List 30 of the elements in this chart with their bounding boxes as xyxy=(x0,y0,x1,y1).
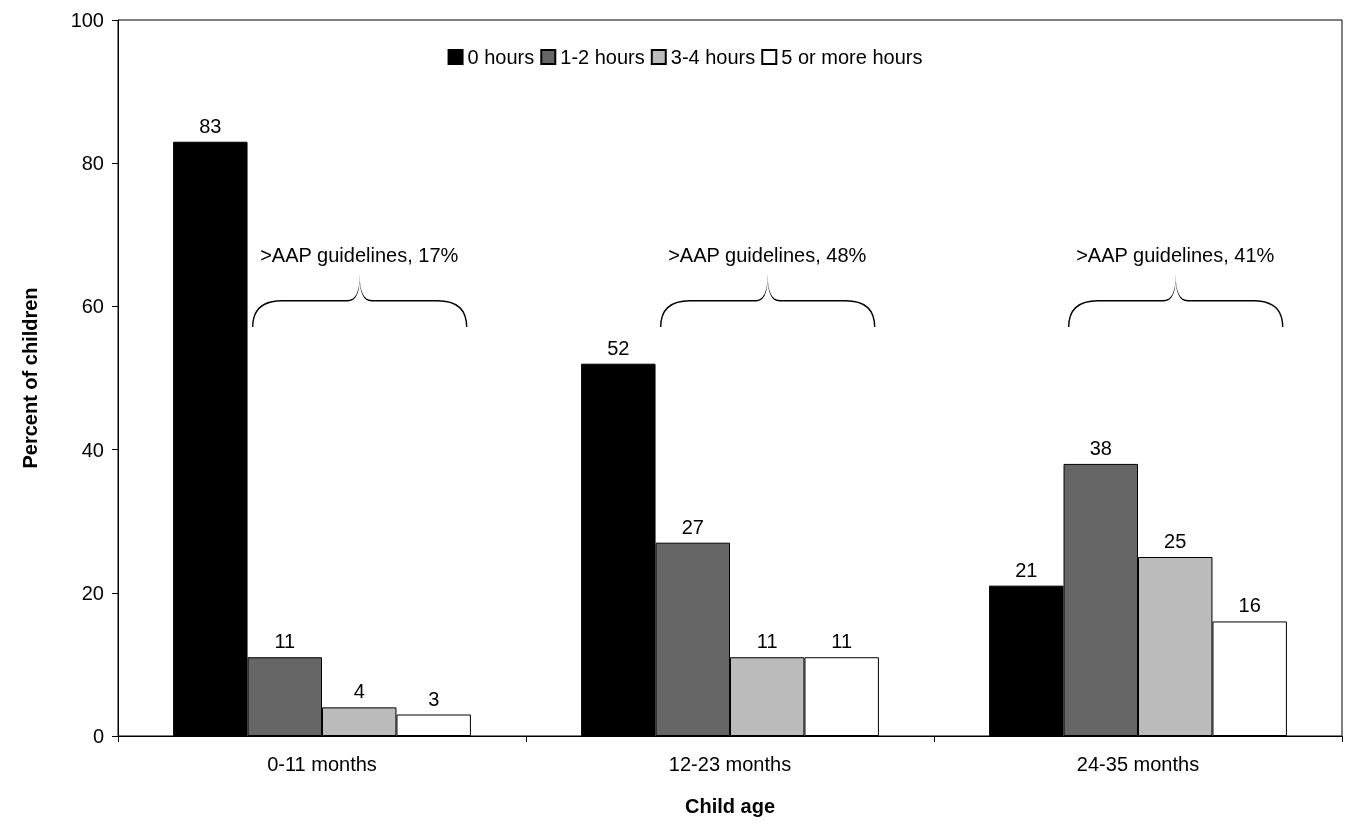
y-axis-title: Percent of children xyxy=(19,287,41,469)
y-tick-label: 60 xyxy=(81,295,104,318)
annotation: >AAP guidelines, 17% xyxy=(260,244,459,266)
legend-label: 3-4 hours xyxy=(670,46,756,68)
legend-label: 0 hours xyxy=(467,46,535,68)
annotation: >AAP guidelines, 41% xyxy=(1076,244,1275,266)
data-label: 83 xyxy=(199,114,222,137)
y-tick-label: 0 xyxy=(92,725,104,747)
y-tick-label: 100 xyxy=(70,9,104,31)
y-tick-label: 20 xyxy=(81,581,104,604)
data-label: 11 xyxy=(756,630,778,653)
legend-label: 5 or more hours xyxy=(781,46,923,68)
data-label: 11 xyxy=(274,630,296,653)
y-tick-label: 40 xyxy=(81,438,104,461)
annotation: >AAP guidelines, 48% xyxy=(668,244,867,266)
x-axis-title: Child age xyxy=(684,795,776,817)
data-label: 25 xyxy=(1164,530,1187,552)
x-tick-label: 24-35 months xyxy=(1076,753,1200,775)
data-label: 16 xyxy=(1238,594,1261,617)
data-label: 27 xyxy=(681,515,704,538)
data-label: 21 xyxy=(1015,558,1038,581)
legend-label: 1-2 hours xyxy=(560,46,645,68)
data-label: 38 xyxy=(1089,436,1112,459)
x-tick-label: 0-11 months xyxy=(267,753,377,775)
data-label: 3 xyxy=(428,687,440,710)
data-label: 4 xyxy=(353,680,365,703)
data-label: 11 xyxy=(831,630,853,653)
y-tick-label: 80 xyxy=(81,152,104,175)
data-label: 52 xyxy=(607,336,630,359)
x-tick-label: 12-23 months xyxy=(668,753,792,775)
